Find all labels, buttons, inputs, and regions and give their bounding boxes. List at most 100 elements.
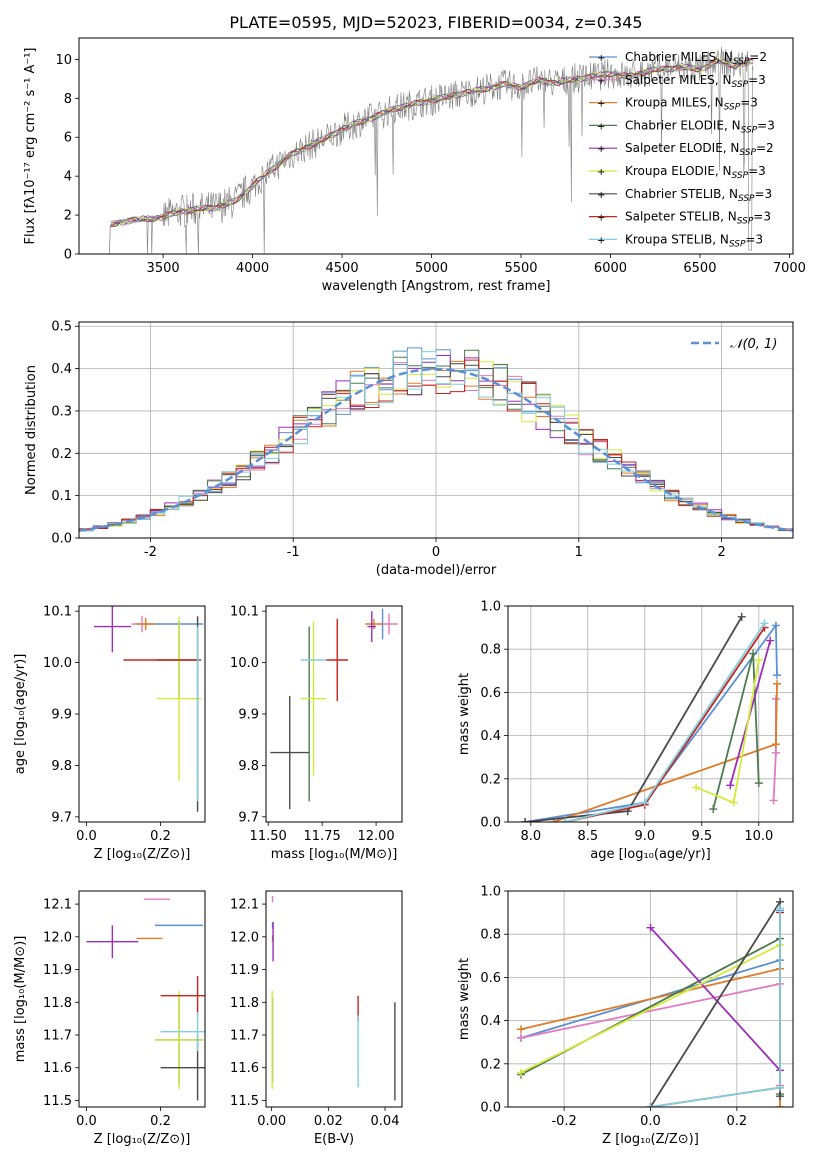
data-point-marker [749,649,758,658]
plot-area [109,47,754,254]
x-tick-label: 0.2 [727,1114,748,1129]
y-tick-label: 11.8 [230,996,259,1011]
y-axis-label: age [log₁₀(age/yr)] [13,654,28,775]
x-tick-label: 7000 [773,261,806,276]
y-tick-label: 0.4 [480,1014,501,1029]
x-tick-label: 10.0 [744,829,773,844]
legend-marker: + [597,76,605,87]
plot-area [86,898,205,1101]
panel-spectrum: 3500 4000 4500 5000 5500 6000 6500 7000 0 2 4 6 8 10 w… [23,37,806,294]
data-point-marker [646,1103,655,1107]
legend-count: =2 [756,141,774,155]
data-point-marker [561,818,569,822]
x-tick-label: -1 [287,545,300,560]
y-tick-label: 0.0 [480,816,501,831]
legend-subscript: SSP [733,57,750,67]
legend-label: Chabrier ELODIE, N [625,118,741,132]
legend-subscript: SSP [738,194,755,204]
point-kroupa-stelib [160,1012,205,1052]
data-point-marker [646,923,655,932]
axes-frame [265,605,403,823]
point-salpeter-miles [380,613,398,635]
x-tick-label: 0 [432,545,440,560]
x-tick-label: 5500 [504,261,537,276]
plot-area [93,606,204,812]
panel-mass-weight-vs-age: 8.0 8.5 9.0 9.5 10.0 0.0 0.2 0.4 0.6 0.8 1.0 age [l… [457,600,794,862]
y-tick-label: 12.1 [43,898,72,913]
y-tick-label: 10.0 [43,656,72,671]
legend-count: =3 [748,73,766,87]
y-tick-label: 1.0 [480,600,501,615]
legend-entry-chabrier-miles: Chabrier MILES, NSSP=2 [625,50,767,67]
panel-mass-vs-z: 0.0 0.2 11.5 11.6 11.7 11.8 11.9 12.0 12.1 Z [log… [13,890,206,1147]
legend-marker: + [597,53,605,64]
x-tick-label: 3500 [147,261,180,276]
x-tick-label: 8.0 [520,829,541,844]
figure-title: PLATE=0595, MJD=52023, FIBERID=0034, z=0… [229,13,642,32]
legend-label: Kroupa ELODIE, N [625,164,732,178]
x-tick-label: 9.5 [691,829,712,844]
y-axis-label: Flux [fλ10⁻¹⁷ erg cm⁻² s⁻¹ A⁻¹] [23,48,38,245]
y-tick-label: 11.6 [230,1061,259,1076]
y-tick-label: 0.5 [51,320,72,335]
data-point-marker [754,779,763,788]
data-point-marker [726,781,735,790]
data-point-marker [754,656,763,664]
y-tick-label: 0.4 [480,729,501,744]
y-tick-label: 0.2 [480,772,501,787]
legend-entry-kroupa-stelib: Kroupa STELIB, NSSP=3 [625,232,763,249]
y-tick-label: 9.8 [238,759,259,774]
x-tick-label: 0.0 [76,1114,97,1129]
plot-area [516,897,785,1107]
y-tick-label: 0.8 [480,928,501,943]
model-line-salpeter-miles [110,58,754,227]
legend-entry-chabrier-elodie: Chabrier ELODIE, NSSP=3 [625,118,775,135]
normal-distribution-curve [79,367,793,532]
x-axis-label: (data-model)/error [376,563,497,578]
x-tick-label: 4000 [236,261,269,276]
data-point-marker [692,783,701,792]
observed-spectrum-line [110,47,754,254]
plot-area [79,347,793,532]
y-axis-label: mass weight [457,958,472,1040]
panel-mass-vs-ebv: 0.00 0.02 0.04 11.5 11.6 11.7 11.8 11.9 12.0 12.1… [230,890,403,1147]
legend-subscript: SSP [737,217,754,227]
point-kroupa-elodie [156,616,202,781]
y-tick-label: 10.1 [230,605,259,620]
series-kroupa-elodie [692,656,763,807]
legend-label: Kroupa MILES, N [625,96,724,110]
legend-count: =3 [745,232,763,246]
x-tick-label: 0.2 [150,829,171,844]
data-point-marker [776,1083,785,1092]
y-tick-label: 11.9 [43,963,72,978]
data-point-marker [737,612,746,621]
data-point-marker [640,798,649,807]
data-point-marker [773,679,782,688]
point-salpeter-stelib [326,618,349,702]
legend-label: Chabrier MILES, N [625,50,733,64]
legend-subscript: SSP [741,125,758,135]
y-tick-label: 10 [55,53,72,68]
series-kroupa-stelib [561,619,769,822]
panel-mass-weight-vs-z: -0.2 0.0 0.2 0.0 0.2 0.4 0.6 0.8 1.0 Z [log₁₀(Z/Z… [457,885,794,1147]
x-tick-label: -2 [144,545,157,560]
axes-frame [78,321,794,539]
y-axis-label: mass weight [457,673,472,755]
axes-frame [507,890,794,1108]
x-tick-label: 6000 [594,261,627,276]
axes-frame [78,605,206,823]
legend-entry-chabrier-stelib: Chabrier STELIB, NSSP=3 [625,187,772,204]
x-axis-label: mass [log₁₀(M/M⊙)] [271,847,398,862]
legend-label: Salpeter ELODIE, N [625,141,739,155]
series-kroupa-stelib [646,904,785,1107]
x-tick-label: 12.00 [357,829,394,844]
y-tick-label: 6 [64,131,72,146]
panel-residuals: -2 -1 0 1 2 0.0 0.1 0.2 0.3 0.4 0.5 (data-model)/er… [24,320,794,578]
axes-frame [78,890,206,1108]
data-point-marker [771,621,780,630]
point-salpeter-stelib [160,976,205,1016]
axes-frame [265,890,403,1108]
series-line [649,927,781,1071]
y-axis-label: mass [log₁₀(M/M⊙)] [13,936,28,1063]
legend-count: =3 [748,164,766,178]
